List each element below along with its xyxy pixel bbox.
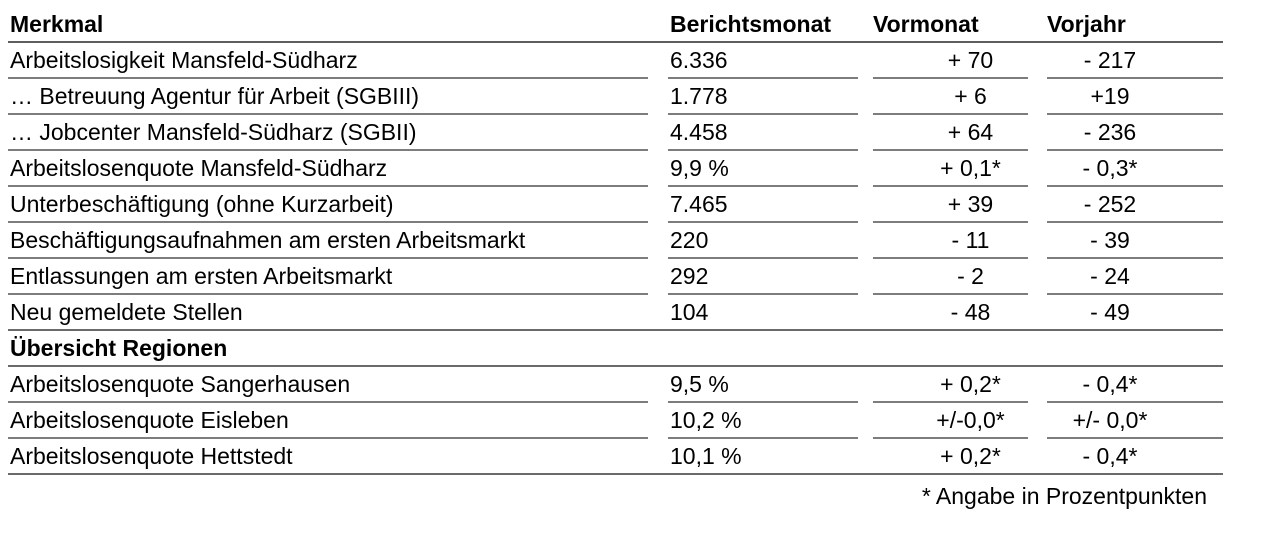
merkmal-cell: Beschäftigungsaufnahmen am ersten Arbeit…	[8, 223, 648, 259]
vorjahr-value: - 39	[1047, 223, 1223, 259]
vorjahr-value: - 24	[1047, 259, 1223, 295]
vormonat-value: + 0,2*	[873, 439, 1028, 475]
berichtsmonat-value: 4.458	[668, 115, 858, 151]
table-row: Arbeitslosenquote Eisleben 10,2 % +/-0,0…	[8, 403, 1223, 439]
vormonat-value: - 48	[873, 295, 1028, 331]
merkmal-cell: Arbeitslosenquote Sangerhausen	[8, 367, 648, 403]
vorjahr-value: +/- 0,0*	[1047, 403, 1223, 439]
vormonat-value: - 2	[873, 259, 1028, 295]
table-row: … Betreuung Agentur für Arbeit (SGBIII) …	[8, 79, 1223, 115]
berichtsmonat-value: 9,5 %	[668, 367, 858, 403]
section-header-uebersicht-regionen: Übersicht Regionen	[8, 331, 1223, 367]
column-gap	[648, 7, 668, 41]
merkmal-cell: Arbeitslosenquote Hettstedt	[8, 439, 648, 475]
merkmal-cell: Arbeitslosenquote Mansfeld-Südharz	[8, 151, 648, 187]
table-row: Entlassungen am ersten Arbeitsmarkt 292 …	[8, 259, 1223, 295]
merkmal-cell: Unterbeschäftigung (ohne Kurzarbeit)	[8, 187, 648, 223]
merkmal-cell: Entlassungen am ersten Arbeitsmarkt	[8, 259, 648, 295]
vorjahr-value: - 0,3*	[1047, 151, 1223, 187]
berichtsmonat-value: 7.465	[668, 187, 858, 223]
column-header-vorjahr: Vorjahr	[1047, 11, 1126, 37]
berichtsmonat-value: 10,1 %	[668, 439, 858, 475]
table-row: Unterbeschäftigung (ohne Kurzarbeit) 7.4…	[8, 187, 1223, 223]
vorjahr-value: - 236	[1047, 115, 1223, 151]
vormonat-value: + 6	[873, 79, 1028, 115]
vormonat-value: + 39	[873, 187, 1028, 223]
merkmal-cell: … Betreuung Agentur für Arbeit (SGBIII)	[8, 79, 648, 115]
footnote-percentage-points: * Angabe in Prozentpunkten	[921, 483, 1207, 509]
berichtsmonat-value: 10,2 %	[668, 403, 858, 439]
berichtsmonat-value: 6.336	[668, 43, 858, 79]
vormonat-value: + 64	[873, 115, 1028, 151]
table-row: Neu gemeldete Stellen 104 - 48 - 49	[8, 295, 1223, 331]
berichtsmonat-value: 9,9 %	[668, 151, 858, 187]
vorjahr-value: - 49	[1047, 295, 1223, 331]
column-header-vormonat: Vormonat	[873, 11, 979, 37]
table-row: … Jobcenter Mansfeld-Südharz (SGBII) 4.4…	[8, 115, 1223, 151]
berichtsmonat-value: 104	[668, 295, 858, 331]
column-gap	[858, 7, 873, 41]
vorjahr-value: - 252	[1047, 187, 1223, 223]
column-gap	[1028, 7, 1047, 41]
vormonat-value: - 11	[873, 223, 1028, 259]
column-header-merkmal: Merkmal	[10, 11, 104, 37]
vormonat-value: + 0,1*	[873, 151, 1028, 187]
vorjahr-value: - 0,4*	[1047, 367, 1223, 403]
merkmal-cell: Arbeitslosenquote Eisleben	[8, 403, 648, 439]
berichtsmonat-value: 292	[668, 259, 858, 295]
vorjahr-value: - 0,4*	[1047, 439, 1223, 475]
table-row: Arbeitslosigkeit Mansfeld-Südharz 6.336 …	[8, 43, 1223, 79]
table-row: Arbeitslosenquote Mansfeld-Südharz 9,9 %…	[8, 151, 1223, 187]
statistics-table: Merkmal Berichtsmonat Vormonat Vorjahr A…	[8, 7, 1223, 511]
vormonat-value: + 70	[873, 43, 1028, 79]
column-header-berichtsmonat: Berichtsmonat	[670, 11, 832, 37]
table-header-row: Merkmal Berichtsmonat Vormonat Vorjahr	[8, 7, 1223, 43]
merkmal-cell: Neu gemeldete Stellen	[8, 295, 648, 331]
table-row: Beschäftigungsaufnahmen am ersten Arbeit…	[8, 223, 1223, 259]
vorjahr-value: +19	[1047, 79, 1223, 115]
vormonat-value: + 0,2*	[873, 367, 1028, 403]
merkmal-cell: … Jobcenter Mansfeld-Südharz (SGBII)	[8, 115, 648, 151]
vorjahr-value: - 217	[1047, 43, 1223, 79]
table-row: Arbeitslosenquote Sangerhausen 9,5 % + 0…	[8, 367, 1223, 403]
berichtsmonat-value: 220	[668, 223, 858, 259]
berichtsmonat-value: 1.778	[668, 79, 858, 115]
table-row: Arbeitslosenquote Hettstedt 10,1 % + 0,2…	[8, 439, 1223, 475]
vormonat-value: +/-0,0*	[873, 403, 1028, 439]
merkmal-cell: Arbeitslosigkeit Mansfeld-Südharz	[8, 43, 648, 79]
